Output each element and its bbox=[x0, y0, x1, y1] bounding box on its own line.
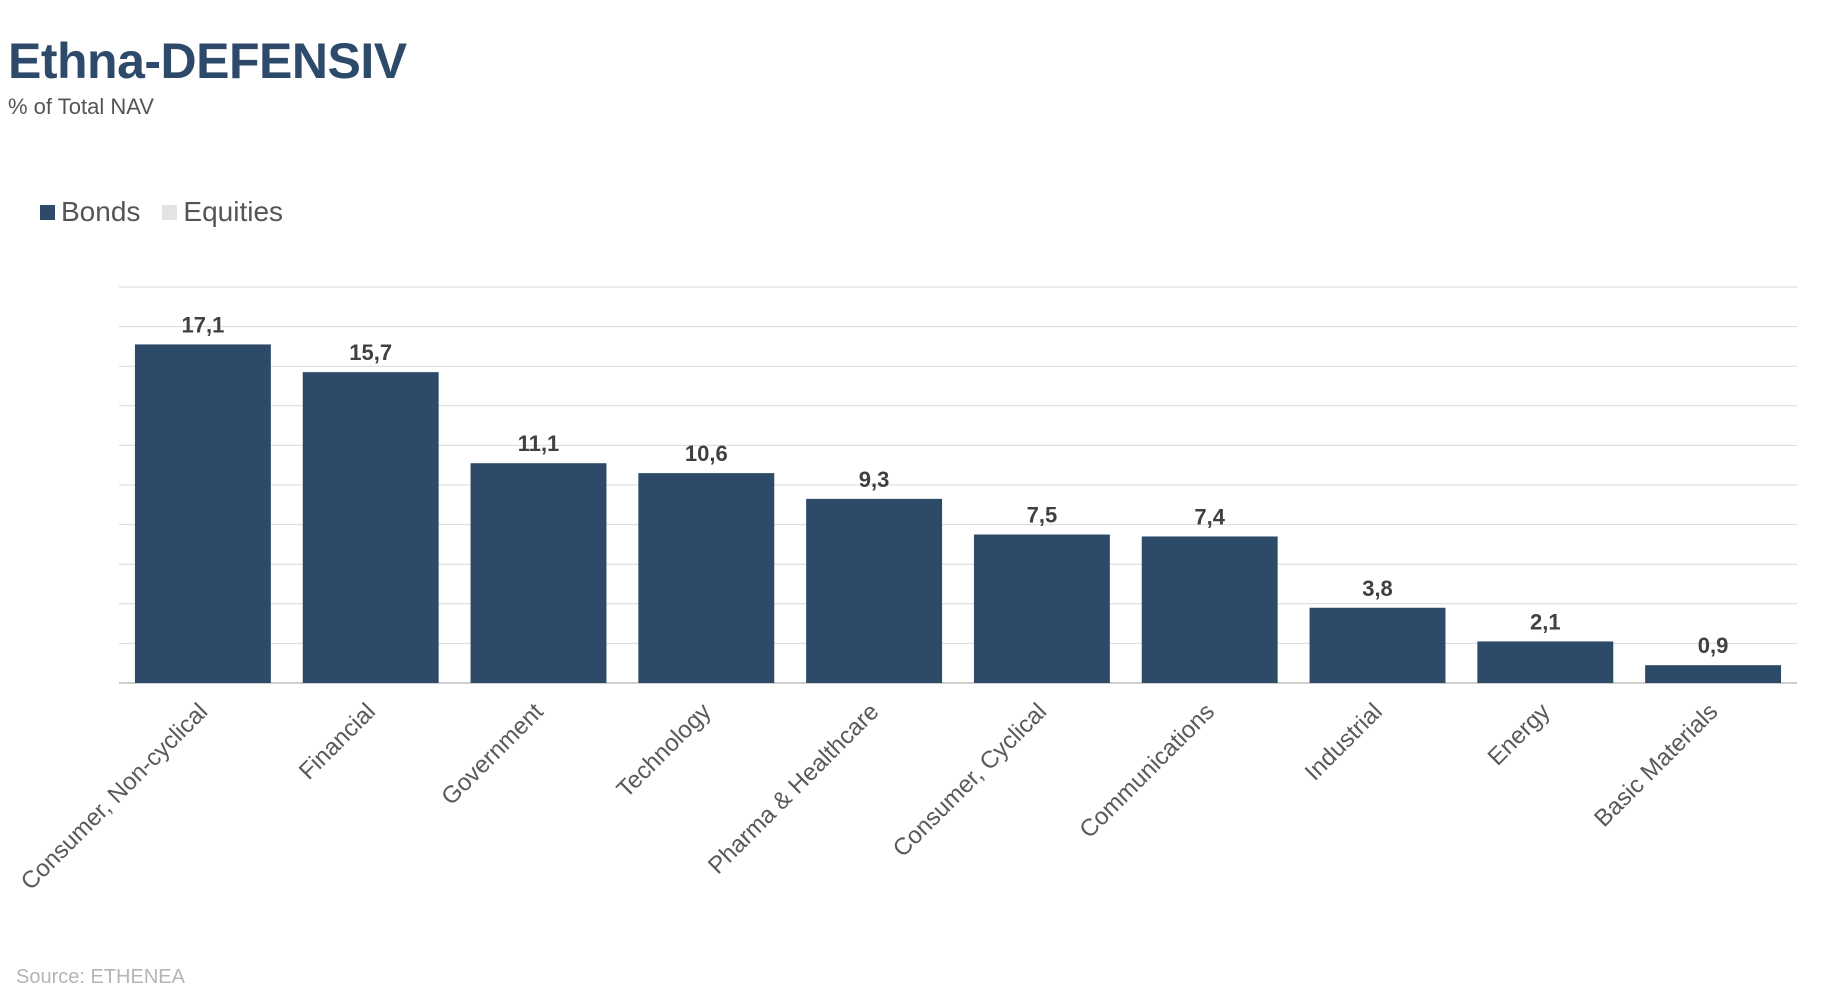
bar bbox=[806, 498, 943, 683]
bar bbox=[973, 534, 1110, 683]
data-label: 7,5 bbox=[1027, 503, 1058, 528]
data-label: 7,4 bbox=[1194, 504, 1225, 529]
bar bbox=[302, 372, 439, 683]
data-label: 3,8 bbox=[1362, 576, 1393, 601]
x-tick-label: Basic Materials bbox=[1589, 698, 1723, 832]
x-tick-label: Financial bbox=[294, 698, 381, 785]
chart-subtitle: % of Total NAV bbox=[8, 94, 154, 119]
legend-label-equities: Equities bbox=[183, 196, 284, 227]
bar bbox=[1309, 607, 1446, 683]
x-tick-label: Technology bbox=[612, 698, 717, 803]
legend-swatch-bonds bbox=[40, 204, 55, 220]
source-note: Source: ETHENEA bbox=[16, 966, 185, 988]
legend: Bonds Equities bbox=[40, 196, 305, 228]
x-tick-label: Government bbox=[436, 698, 549, 811]
x-tick-label: Consumer, Non-cyclical bbox=[16, 698, 213, 895]
legend-label-bonds: Bonds bbox=[61, 196, 141, 227]
x-tick-label: Communications bbox=[1074, 698, 1219, 843]
data-label: 17,1 bbox=[181, 312, 224, 337]
data-label: 0,9 bbox=[1698, 633, 1729, 658]
x-tick-label: Pharma & Healthcare bbox=[703, 698, 884, 879]
legend-item-bonds: Bonds bbox=[40, 196, 140, 228]
bar bbox=[134, 344, 271, 683]
bar bbox=[638, 473, 775, 683]
data-label: 11,1 bbox=[518, 431, 560, 456]
x-tick-label: Consumer, Cyclical bbox=[888, 698, 1052, 862]
x-tick-label: Industrial bbox=[1300, 698, 1388, 786]
x-tick-label: Energy bbox=[1483, 698, 1556, 771]
legend-item-equities: Equities bbox=[162, 196, 283, 228]
chart-title: Ethna-DEFENSIV bbox=[8, 33, 407, 89]
bar bbox=[1645, 665, 1782, 683]
data-label: 15,7 bbox=[349, 340, 392, 365]
data-label: 2,1 bbox=[1530, 609, 1561, 634]
data-label: 10,6 bbox=[685, 441, 728, 466]
data-label: 9,3 bbox=[859, 467, 890, 492]
legend-swatch-equities bbox=[162, 204, 178, 220]
bar bbox=[1141, 536, 1278, 683]
bar bbox=[470, 463, 607, 683]
bar bbox=[1477, 641, 1614, 683]
